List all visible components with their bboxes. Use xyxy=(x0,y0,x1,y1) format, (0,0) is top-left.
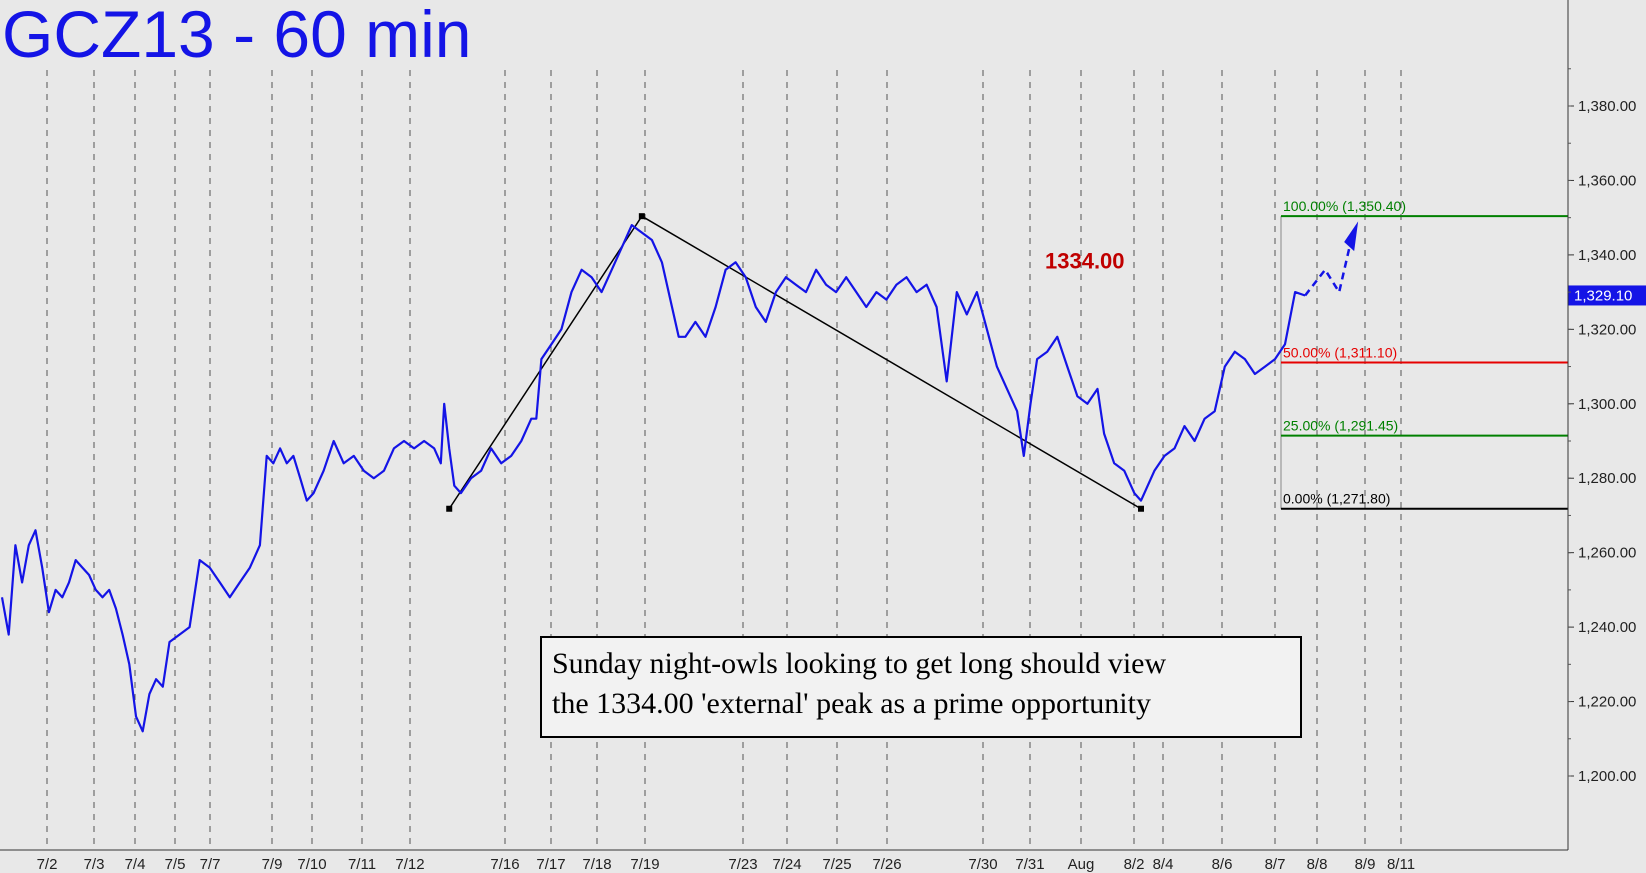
x-tick-label: 7/12 xyxy=(395,856,424,873)
x-tick-label: 7/17 xyxy=(536,856,565,873)
y-tick-label: 1,300.00 xyxy=(1578,396,1636,413)
x-tick-label: 7/3 xyxy=(84,856,105,873)
x-tick-label: 8/2 xyxy=(1124,856,1145,873)
x-tick-label: 8/9 xyxy=(1355,856,1376,873)
x-tick-label: 8/8 xyxy=(1307,856,1328,873)
fib-level-label: 25.00% (1,291.45) xyxy=(1283,418,1398,434)
fib-level-label: 0.00% (1,271.80) xyxy=(1283,491,1390,507)
y-tick-label: 1,280.00 xyxy=(1578,470,1636,487)
y-tick-label: 1,200.00 xyxy=(1578,768,1636,785)
last-price-label: 1,329.10 xyxy=(1574,287,1632,304)
x-tick-label: 7/23 xyxy=(728,856,757,873)
trendline-down xyxy=(641,215,1142,510)
x-tick-label: 7/30 xyxy=(968,856,997,873)
annotations: 1334.00 1,329.10 xyxy=(1045,221,1646,306)
pivot-marker xyxy=(638,213,645,220)
x-tick-label: 7/16 xyxy=(490,856,519,873)
x-tick-label: 7/24 xyxy=(772,856,801,873)
x-tick-label: 8/4 xyxy=(1153,856,1174,873)
y-tick-label: 1,260.00 xyxy=(1578,545,1636,562)
y-tick-label: 1,240.00 xyxy=(1578,619,1636,636)
last-price-badge xyxy=(1568,285,1646,306)
pivot-marker xyxy=(446,505,453,512)
projection-arrowhead xyxy=(1344,221,1359,252)
x-tick-label: 7/11 xyxy=(348,856,376,873)
x-tick-label: 7/4 xyxy=(125,856,146,873)
x-tick-label: 7/18 xyxy=(582,856,611,873)
x-tick-label: 7/19 xyxy=(630,856,659,873)
peak-annotation: 1334.00 xyxy=(1045,248,1125,273)
chart-title: GCZ13 - 60 min xyxy=(2,0,472,71)
projection-arrow xyxy=(1304,239,1353,297)
x-tick-label: 8/6 xyxy=(1212,856,1233,873)
x-tick-label: 7/7 xyxy=(200,856,221,873)
x-tick-label: 8/7 xyxy=(1265,856,1286,873)
x-tick-label: 7/26 xyxy=(872,856,901,873)
x-tick-label: 7/31 xyxy=(1015,856,1044,873)
x-tick-label: 7/5 xyxy=(165,856,186,873)
fib-level-label: 50.00% (1,311.10) xyxy=(1283,344,1397,360)
fib-level-label: 100.00% (1,350.40) xyxy=(1283,198,1406,214)
x-tick-label: Aug xyxy=(1068,856,1095,873)
comment-box: Sunday night-owls looking to get long sh… xyxy=(540,636,1302,738)
comment-line-2: the 1334.00 'external' peak as a prime o… xyxy=(552,687,1151,720)
y-tick-label: 1,340.00 xyxy=(1578,247,1636,264)
comment-line-1: Sunday night-owls looking to get long sh… xyxy=(552,647,1167,680)
fibonacci-levels: 100.00% (1,350.40) 50.00% (1,311.10) 25.00… xyxy=(1280,198,1568,510)
trendlines xyxy=(446,213,1144,512)
x-tick-label: 7/25 xyxy=(822,856,851,873)
x-tick-label: 7/9 xyxy=(262,856,283,873)
pivot-marker xyxy=(1138,505,1144,512)
x-tick-label: 8/11 xyxy=(1387,856,1415,873)
y-tick-label: 1,220.00 xyxy=(1578,694,1636,711)
y-tick-label: 1,360.00 xyxy=(1578,172,1636,189)
price-line xyxy=(0,224,1306,733)
price-series xyxy=(0,224,1306,733)
x-tick-label: 7/10 xyxy=(297,856,326,873)
trendline-up xyxy=(448,215,643,510)
y-tick-label: 1,380.00 xyxy=(1578,98,1636,115)
y-tick-label: 1,320.00 xyxy=(1578,321,1636,338)
x-tick-label: 7/2 xyxy=(37,856,58,873)
